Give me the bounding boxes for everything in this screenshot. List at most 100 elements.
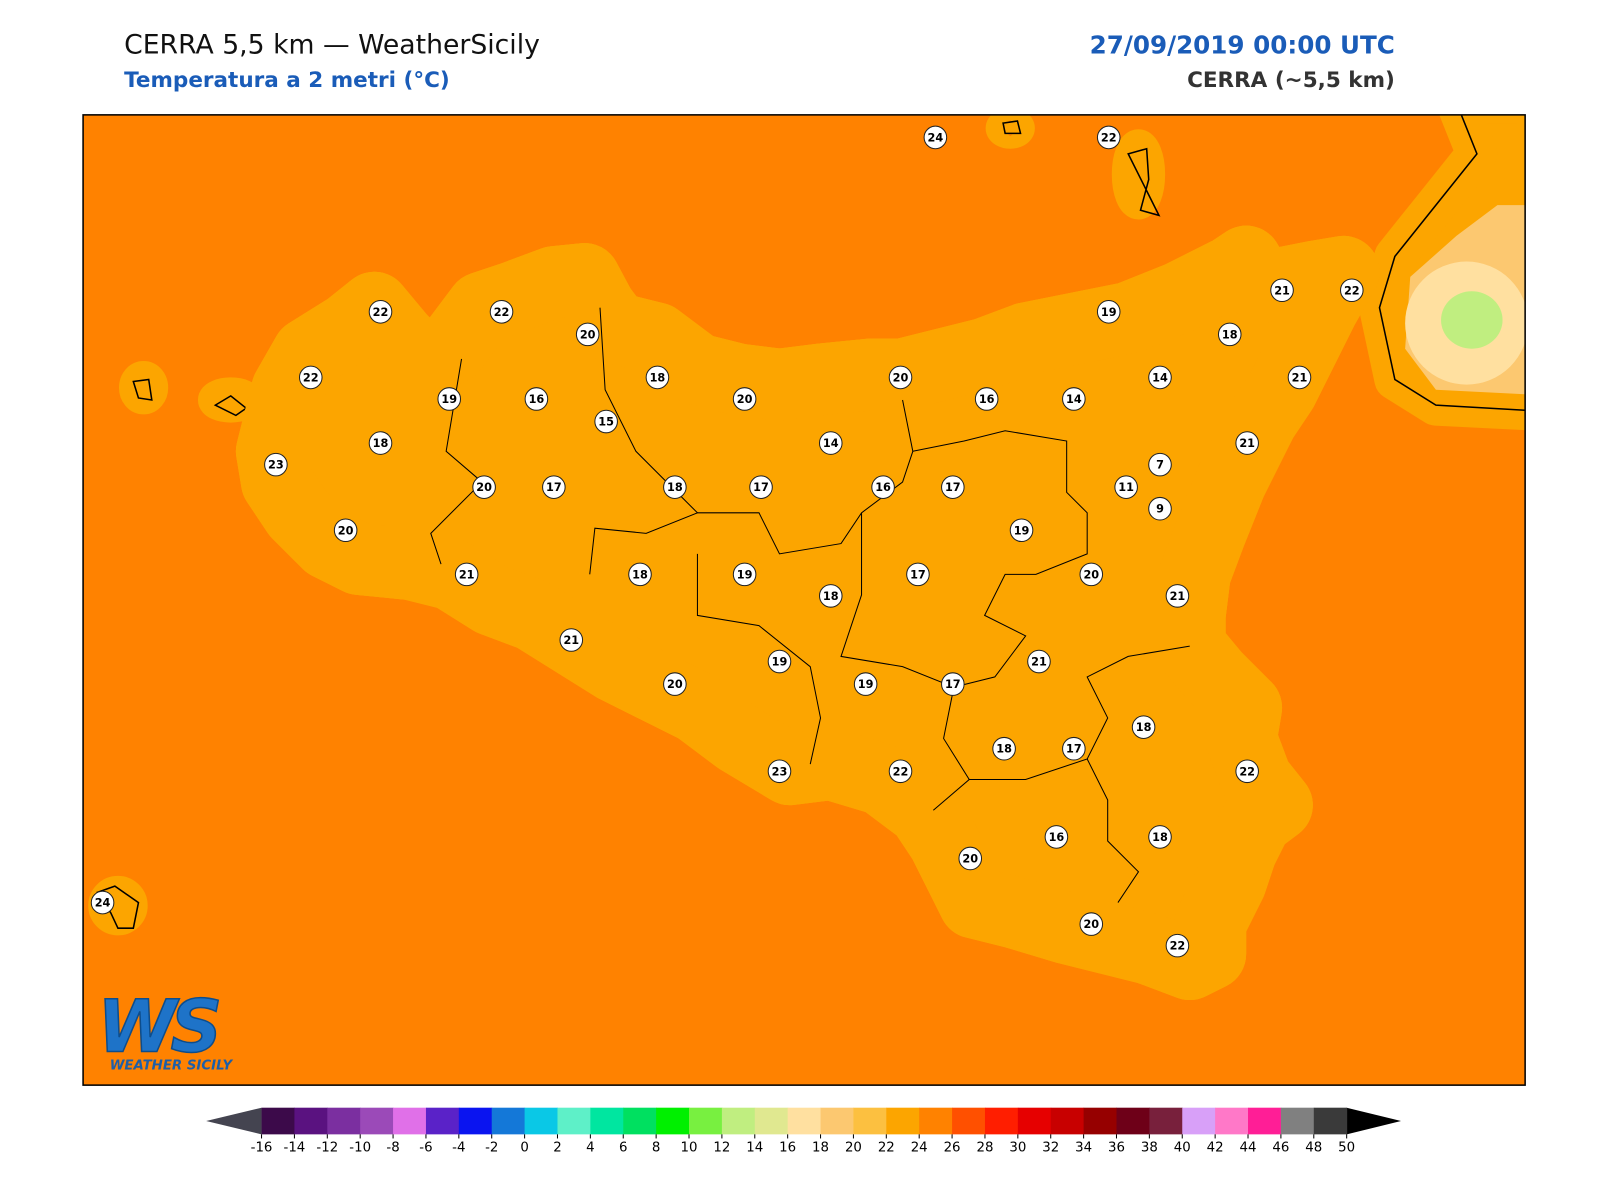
station-marker	[298, 365, 323, 390]
colorbar-segment	[1182, 1107, 1216, 1135]
station-value: 20	[667, 678, 683, 691]
colorbar-segment	[1116, 1107, 1150, 1135]
station-value: 17	[546, 481, 562, 494]
station-value: 19	[858, 678, 874, 691]
station-marker	[594, 409, 618, 434]
colorbar-tick-label: 42	[1207, 1141, 1224, 1156]
colorbar-segment	[721, 1107, 756, 1135]
station: 18	[645, 365, 670, 390]
station-marker	[1062, 387, 1086, 411]
station-value: 24	[95, 897, 111, 910]
station: 22	[1235, 759, 1259, 784]
station-marker	[559, 628, 584, 652]
station-marker	[941, 672, 965, 696]
station-marker	[1165, 584, 1190, 608]
colorbar-tick-label: -8	[386, 1141, 399, 1156]
colorbar-tick-label: 14	[746, 1141, 763, 1156]
station-value: 17	[945, 678, 961, 691]
station: 18	[1148, 825, 1172, 849]
station-marker	[871, 475, 895, 499]
station-value: 21	[1274, 284, 1290, 297]
colorbar-tick-label: 32	[1042, 1141, 1059, 1156]
station-marker	[818, 431, 843, 455]
colorbar-tick-label: 38	[1141, 1141, 1158, 1156]
station-value: 22	[303, 371, 319, 384]
station-value: 20	[338, 524, 354, 537]
station-marker	[958, 846, 983, 871]
colorbar-tick-label: 48	[1305, 1141, 1322, 1156]
colorbar-tick-label: 46	[1272, 1141, 1289, 1156]
station-marker	[489, 300, 514, 324]
station-marker	[1079, 562, 1104, 587]
colorbar-segment	[1313, 1107, 1348, 1135]
station-marker	[1148, 496, 1172, 521]
station: 14	[818, 431, 843, 455]
colorbar-tick-label: 20	[845, 1141, 862, 1156]
station-marker	[454, 562, 479, 587]
map: 24 22 22 22 20 19 21 22 18 22 19 16 18 20 20 16 14 14 21 15…	[83, 114, 1526, 1086]
station: 22	[1096, 125, 1121, 150]
colorbar-segment	[689, 1107, 723, 1135]
station-marker	[1148, 452, 1172, 477]
station: 16	[1044, 825, 1069, 849]
station: 18	[1131, 715, 1156, 739]
station: 22	[1339, 278, 1364, 303]
colorbar-segment	[1017, 1107, 1052, 1135]
colorbar-segment	[425, 1107, 460, 1135]
station-value: 9	[1156, 503, 1164, 516]
station-value: 14	[1066, 393, 1082, 406]
station: 23	[767, 759, 792, 784]
station-marker	[575, 322, 600, 347]
station: 14	[1148, 365, 1172, 390]
station-marker	[90, 890, 115, 915]
colorbar-segment	[360, 1107, 394, 1135]
station-value: 15	[598, 416, 614, 429]
station: 20	[575, 322, 600, 347]
station: 20	[888, 365, 913, 390]
station-value: 21	[1292, 371, 1308, 384]
station-marker	[1217, 322, 1242, 347]
station-value: 19	[737, 568, 753, 581]
station-value: 20	[1083, 568, 1099, 581]
station-marker	[974, 387, 999, 411]
station-marker	[1062, 736, 1086, 761]
station-marker	[1148, 365, 1172, 390]
station-value: 21	[1239, 437, 1255, 450]
station: 17	[941, 475, 965, 499]
station: 17	[941, 672, 965, 696]
colorbar-tick-label: -10	[349, 1141, 371, 1156]
station: 18	[1217, 322, 1242, 347]
subtitle: Temperatura a 2 metri (°C)	[124, 68, 450, 93]
station-value: 19	[1101, 306, 1117, 319]
contour	[1441, 291, 1503, 349]
colorbar-tick-label: 6	[619, 1141, 627, 1156]
colorbar-tick-label: 2	[553, 1141, 561, 1156]
station-value: 16	[1049, 831, 1065, 844]
station-marker	[906, 562, 930, 587]
station: 17	[1062, 736, 1086, 761]
station-value: 14	[823, 437, 839, 450]
station-marker	[923, 125, 948, 150]
station-value: 20	[962, 852, 978, 865]
station: 21	[1235, 431, 1259, 455]
station: 20	[1079, 912, 1104, 936]
colorbar-segment	[623, 1107, 657, 1135]
station-marker	[1096, 300, 1121, 324]
colorbar-segment	[787, 1107, 822, 1135]
station-value: 18	[996, 743, 1012, 756]
station-value: 22	[1239, 765, 1255, 778]
station: 22	[489, 300, 514, 324]
colorbar-tick-label: -12	[316, 1141, 338, 1156]
station: 22	[368, 300, 393, 324]
colorbar-segment	[261, 1107, 295, 1135]
station-value: 7	[1156, 459, 1164, 472]
colorbar-segment	[491, 1107, 526, 1135]
station: 18	[368, 431, 393, 455]
station-marker	[1009, 518, 1034, 543]
station: 19	[437, 387, 462, 411]
station: 19	[1096, 300, 1121, 324]
station-marker	[1287, 365, 1312, 390]
station-value: 20	[580, 328, 596, 341]
station: 16	[871, 475, 895, 499]
colorbar-tick-label: 26	[944, 1141, 961, 1156]
